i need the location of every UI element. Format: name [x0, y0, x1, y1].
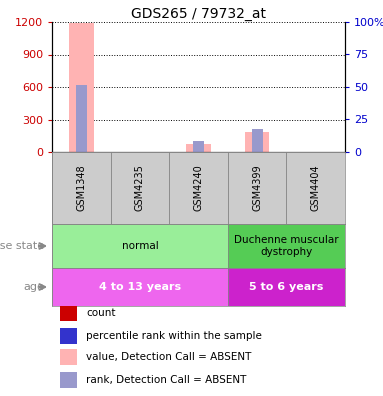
- Text: GSM4240: GSM4240: [193, 165, 203, 211]
- Text: age: age: [23, 282, 44, 292]
- Bar: [60, 372, 77, 388]
- Text: count: count: [87, 308, 116, 318]
- Bar: [252, 129, 263, 152]
- Text: value, Detection Call = ABSENT: value, Detection Call = ABSENT: [87, 352, 252, 362]
- Bar: [76, 85, 87, 152]
- Title: GDS265 / 79732_at: GDS265 / 79732_at: [131, 7, 266, 21]
- Text: rank, Detection Call = ABSENT: rank, Detection Call = ABSENT: [87, 375, 247, 385]
- Bar: [60, 305, 77, 321]
- Text: disease state: disease state: [0, 241, 44, 251]
- Text: GSM4404: GSM4404: [311, 165, 321, 211]
- Bar: [245, 132, 269, 152]
- Bar: [228, 152, 286, 224]
- Text: Duchenne muscular
dystrophy: Duchenne muscular dystrophy: [234, 235, 339, 257]
- Text: GSM4235: GSM4235: [135, 165, 145, 211]
- Text: normal: normal: [121, 241, 158, 251]
- Bar: [186, 144, 211, 152]
- Text: 4 to 13 years: 4 to 13 years: [99, 282, 181, 292]
- Text: percentile rank within the sample: percentile rank within the sample: [87, 331, 262, 341]
- Text: GSM1348: GSM1348: [76, 165, 86, 211]
- Bar: [60, 349, 77, 366]
- Bar: [52, 224, 228, 268]
- Bar: [286, 152, 345, 224]
- Bar: [111, 152, 169, 224]
- Bar: [69, 23, 93, 152]
- Bar: [52, 268, 228, 306]
- Bar: [60, 327, 77, 344]
- Text: GSM4399: GSM4399: [252, 165, 262, 211]
- Bar: [228, 224, 345, 268]
- Bar: [52, 152, 111, 224]
- Text: 5 to 6 years: 5 to 6 years: [249, 282, 324, 292]
- Bar: [228, 268, 345, 306]
- Bar: [169, 152, 228, 224]
- Bar: [193, 141, 204, 152]
